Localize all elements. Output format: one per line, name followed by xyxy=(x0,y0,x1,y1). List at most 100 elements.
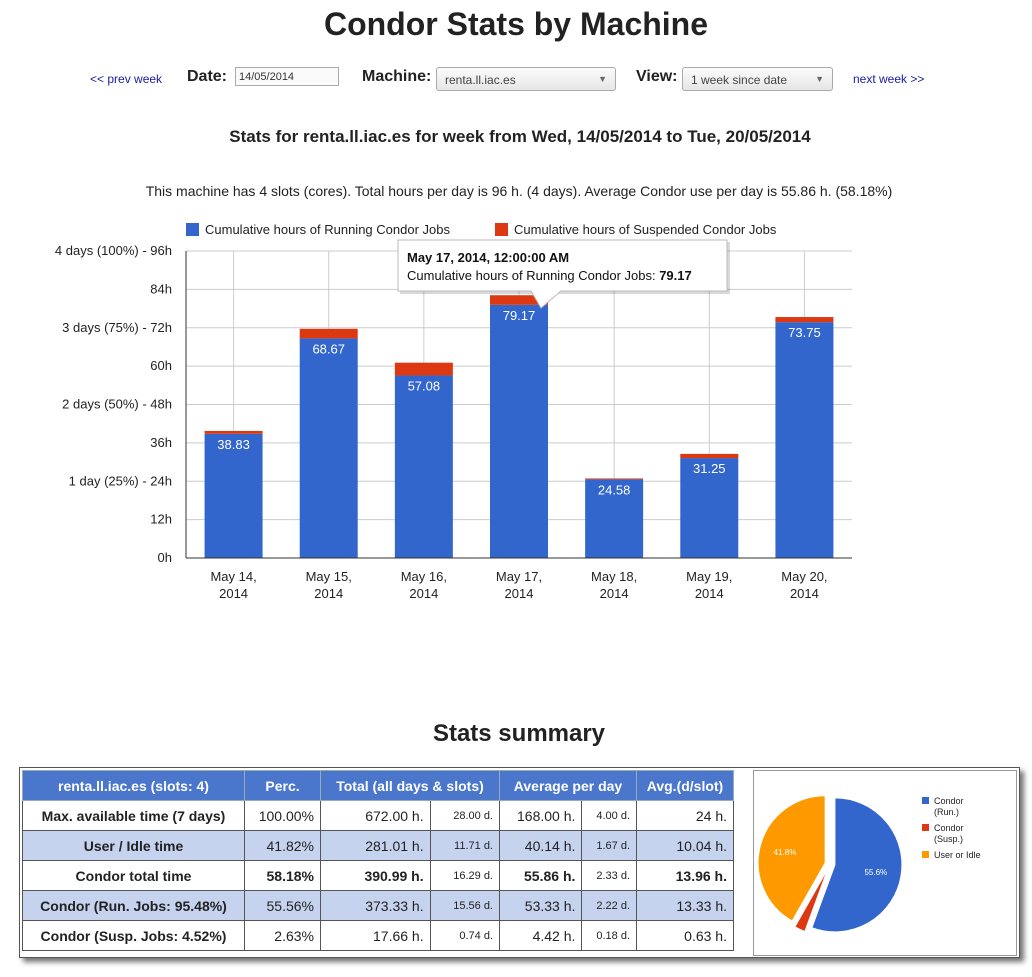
cell-avg-days: 2.33 d. xyxy=(581,860,637,891)
bar-running xyxy=(394,375,453,558)
data-label: 24.58 xyxy=(598,482,631,497)
x-tick-label: May 17, xyxy=(496,569,542,584)
bar-running xyxy=(585,479,644,558)
cell-total-hours: 281.01 h. xyxy=(320,830,431,861)
view-select[interactable]: 1 week since date ▼ xyxy=(682,67,833,91)
tooltip-series-label: Cumulative hours of Running Condor Jobs: xyxy=(407,268,659,283)
pie-legend-label: Condor xyxy=(934,823,964,833)
cell-avg-hours: 53.33 h. xyxy=(498,890,583,921)
pie-chart-panel: 55.6% Condor (Run.) Condor (Susp.) 41.8% User … xyxy=(753,770,1017,956)
bar-running xyxy=(204,433,263,558)
prev-week-link[interactable]: << prev week xyxy=(90,72,163,86)
legend-swatch xyxy=(495,223,508,236)
cell-total-days: 0.74 d. xyxy=(429,920,501,951)
cell-avg-days: 0.18 d. xyxy=(581,920,637,951)
y-tick-label: 60h xyxy=(150,358,172,373)
cell-perc: 55.56% xyxy=(244,890,321,921)
machine-select-value: renta.ll.iac.es xyxy=(445,73,516,87)
data-label: 31.25 xyxy=(693,461,726,476)
pie-chart: 55.6%Condor(Run.)Condor(Susp.)41.8% User … xyxy=(757,795,981,933)
data-label: 68.67 xyxy=(312,341,345,356)
y-tick-label: 4 days (100%) - 96h xyxy=(55,243,172,258)
pie-legend-label: (Run.) xyxy=(934,807,959,817)
row-label: User / Idle time xyxy=(22,830,245,861)
tooltip-title: May 17, 2014, 12:00:00 AM xyxy=(407,250,569,265)
next-week-link[interactable]: next week >> xyxy=(853,72,925,86)
legend-swatch xyxy=(186,223,199,236)
col-header-total: Total (all days & slots) xyxy=(320,770,500,801)
bar-suspended xyxy=(585,478,644,480)
machine-select[interactable]: renta.ll.iac.es ▼ xyxy=(436,67,616,91)
y-tick-label: 84h xyxy=(150,281,172,296)
cell-avg-slot: 24 h. xyxy=(636,800,734,831)
cell-avg-days: 4.00 d. xyxy=(581,800,637,831)
cell-perc: 41.82% xyxy=(244,830,321,861)
x-tick-label: May 15, xyxy=(306,569,352,584)
y-tick-label: 3 days (75%) - 72h xyxy=(62,320,172,335)
table-header-row: renta.ll.iac.es (slots: 4) Perc. Total (… xyxy=(22,770,734,801)
chart-title: Stats for renta.ll.iac.es for week from … xyxy=(229,127,811,146)
pie-slice xyxy=(794,868,829,933)
y-tick-label: 0h xyxy=(158,550,172,565)
row-label: Condor (Susp. Jobs: 4.52%) xyxy=(22,920,245,951)
data-label: 38.83 xyxy=(217,437,250,452)
cell-total-hours: 390.99 h. xyxy=(320,860,431,891)
table-row: Condor total time 58.18% 390.99 h. 16.29… xyxy=(22,860,734,891)
cell-avg-hours: 4.42 h. xyxy=(498,920,583,951)
machine-label: Machine: xyxy=(362,68,432,85)
cell-total-hours: 672.00 h. xyxy=(320,800,431,831)
cell-total-days: 16.29 d. xyxy=(429,860,501,891)
chart-tooltip: May 17, 2014, 12:00:00 AM Cumulative hour… xyxy=(397,239,730,309)
toolbar: << prev week Date: Machine: renta.ll.iac… xyxy=(0,66,1032,92)
cell-total-days: 28.00 d. xyxy=(429,800,501,831)
pie-slice xyxy=(757,795,826,922)
x-tick-label: 2014 xyxy=(219,586,248,601)
chevron-down-icon: ▼ xyxy=(815,74,824,84)
data-label: 73.75 xyxy=(788,325,821,340)
machine-info: This machine has 4 slots (cores). Total … xyxy=(145,183,893,199)
tooltip-box xyxy=(397,239,728,309)
table-row: Condor (Susp. Jobs: 4.52%) 2.63% 17.66 h… xyxy=(22,920,734,951)
pie-slice-label: 55.6% xyxy=(864,868,887,877)
x-tick-label: May 14, xyxy=(210,569,256,584)
bar-running xyxy=(490,304,548,558)
x-tick-label: May 18, xyxy=(591,569,637,584)
legend-label: Cumulative hours of Suspended Condor Job… xyxy=(514,222,777,237)
summary-title: Stats summary xyxy=(432,720,606,747)
x-tick-label: 2014 xyxy=(600,586,629,601)
pie-legend-label: User or Idle xyxy=(934,850,981,860)
pie-legend-label: Condor xyxy=(934,796,964,806)
bar-running xyxy=(680,458,739,558)
cell-perc: 100.00% xyxy=(244,800,321,831)
cell-avg-slot: 13.33 h. xyxy=(636,890,734,921)
cell-perc: 58.18% xyxy=(244,860,321,891)
x-tick-label: May 16, xyxy=(401,569,447,584)
col-header-perc: Perc. xyxy=(244,770,321,801)
cell-total-hours: 17.66 h. xyxy=(320,920,431,951)
x-tick-label: 2014 xyxy=(409,586,438,601)
cell-avg-slot: 0.63 h. xyxy=(636,920,734,951)
bar-suspended xyxy=(775,317,834,323)
pie-legend-swatch xyxy=(922,797,929,804)
date-input[interactable] xyxy=(235,67,339,86)
y-tick-label: 1 day (25%) - 24h xyxy=(69,473,172,488)
col-header-machine: renta.ll.iac.es (slots: 4) xyxy=(22,770,245,801)
cell-avg-hours: 55.86 h. xyxy=(498,860,583,891)
y-tick-label: 12h xyxy=(150,512,172,527)
row-label: Condor total time xyxy=(22,860,245,891)
tooltip-value: 79.17 xyxy=(659,268,692,283)
data-label: 57.08 xyxy=(408,378,441,393)
cell-avg-hours: 168.00 h. xyxy=(498,800,583,831)
tooltip-body: Cumulative hours of Running Condor Jobs:… xyxy=(407,268,692,283)
pie-slice-label: 41.8% xyxy=(774,848,797,857)
table-row: Condor (Run. Jobs: 95.48%) 55.56% 373.33… xyxy=(22,890,734,921)
stats-table: renta.ll.iac.es (slots: 4) Perc. Total (… xyxy=(22,770,734,951)
view-select-value: 1 week since date xyxy=(691,73,788,87)
bar-running xyxy=(299,338,358,558)
pie-slice xyxy=(811,797,903,933)
cell-total-days: 11.71 d. xyxy=(429,830,501,861)
cell-total-days: 15.56 d. xyxy=(429,890,501,921)
col-header-average: Average per day xyxy=(499,770,637,801)
cell-avg-slot: 10.04 h. xyxy=(636,830,734,861)
x-tick-label: 2014 xyxy=(314,586,343,601)
